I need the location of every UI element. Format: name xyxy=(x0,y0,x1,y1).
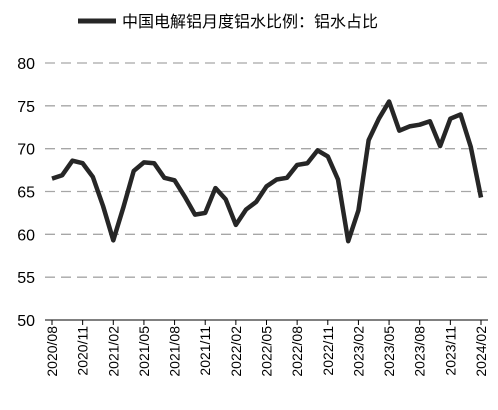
data-point-2023/02 xyxy=(356,208,360,212)
data-point-2023/01 xyxy=(346,239,350,243)
x-tick-label-2024/02: 2024/02 xyxy=(473,326,489,377)
x-axis-tick-labels: 2020/08 2020/11 2021/02 2021/05 2021/08 2021/… xyxy=(44,326,489,377)
data-point-2022/05 xyxy=(264,184,268,188)
y-tick-label-70: 70 xyxy=(17,142,35,159)
x-tick-label-2022/02: 2022/02 xyxy=(228,326,244,377)
data-point-2022/08 xyxy=(295,163,299,167)
data-point-2023/06 xyxy=(397,128,401,132)
x-tick-label-2022/11: 2022/11 xyxy=(320,326,336,376)
data-point-2023/12 xyxy=(458,112,462,116)
y-tick-label-50: 50 xyxy=(17,313,35,330)
y-tick-label-60: 60 xyxy=(17,227,35,244)
data-point-2023/09 xyxy=(428,119,432,123)
data-point-2020/11 xyxy=(80,161,84,165)
data-point-2020/08 xyxy=(50,176,54,180)
data-point-2023/04 xyxy=(377,116,381,120)
data-point-2023/10 xyxy=(438,144,442,148)
data-point-2021/02 xyxy=(111,238,115,242)
series-layer xyxy=(50,99,484,244)
x-tick-label-2023/05: 2023/05 xyxy=(381,326,397,377)
x-tick-label-2021/02: 2021/02 xyxy=(105,326,121,377)
data-point-2023/07 xyxy=(407,124,411,128)
legend-label: 中国电解铝月度铝水比例：铝水占比 xyxy=(122,12,378,31)
y-tick-label-65: 65 xyxy=(17,185,35,202)
data-point-2021/10 xyxy=(193,212,197,216)
x-tick-label-2023/02: 2023/02 xyxy=(350,326,366,377)
x-tick-label-2023/11: 2023/11 xyxy=(442,326,458,376)
data-point-2023/11 xyxy=(448,116,452,120)
legend: 中国电解铝月度铝水比例：铝水占比 xyxy=(78,12,378,31)
data-point-2020/12 xyxy=(91,175,95,179)
data-point-2021/09 xyxy=(183,194,187,198)
data-point-2022/12 xyxy=(336,177,340,181)
data-point-2021/08 xyxy=(172,178,176,182)
y-tick-label-55: 55 xyxy=(17,270,35,287)
x-tick-label-2022/08: 2022/08 xyxy=(289,326,305,377)
data-point-2022/11 xyxy=(326,154,330,158)
data-point-2022/09 xyxy=(305,161,309,165)
data-point-2020/10 xyxy=(70,158,74,162)
data-point-2022/04 xyxy=(254,200,258,204)
data-point-2023/03 xyxy=(366,138,370,142)
data-point-2021/05 xyxy=(142,160,146,164)
x-tick-label-2021/11: 2021/11 xyxy=(197,326,213,376)
x-tick-label-2021/08: 2021/08 xyxy=(167,326,183,377)
axes xyxy=(45,319,488,325)
data-point-2021/11 xyxy=(203,211,207,215)
y-tick-label-80: 80 xyxy=(17,56,35,73)
data-point-2021/06 xyxy=(152,161,156,165)
x-tick-label-2020/08: 2020/08 xyxy=(44,326,60,377)
data-point-2021/04 xyxy=(132,169,136,173)
data-point-2022/02 xyxy=(234,223,238,227)
data-point-2022/01 xyxy=(223,197,227,201)
y-tick-label-75: 75 xyxy=(17,99,35,116)
y-axis-tick-labels: 50 55 60 65 70 75 80 xyxy=(17,56,35,330)
x-tick-label-2021/05: 2021/05 xyxy=(136,326,152,377)
data-point-2024/02 xyxy=(479,195,483,199)
data-point-2023/08 xyxy=(418,122,422,126)
data-point-2021/07 xyxy=(162,176,166,180)
data-point-2021/03 xyxy=(121,205,125,209)
data-point-2022/03 xyxy=(244,207,248,211)
data-point-2021/01 xyxy=(101,204,105,208)
data-point-2020/09 xyxy=(60,173,64,177)
grid-lines xyxy=(45,62,488,278)
x-tick-label-2022/05: 2022/05 xyxy=(259,326,275,377)
data-point-2022/07 xyxy=(285,176,289,180)
x-tick-label-2020/11: 2020/11 xyxy=(75,326,91,376)
x-tick-label-2023/08: 2023/08 xyxy=(412,326,428,377)
data-point-2021/12 xyxy=(213,186,217,190)
series-line-0 xyxy=(51,99,484,244)
data-point-2022/06 xyxy=(275,177,279,181)
data-point-2023/05 xyxy=(387,99,391,103)
data-point-2024/01 xyxy=(469,145,473,149)
data-point-2022/10 xyxy=(315,148,319,152)
